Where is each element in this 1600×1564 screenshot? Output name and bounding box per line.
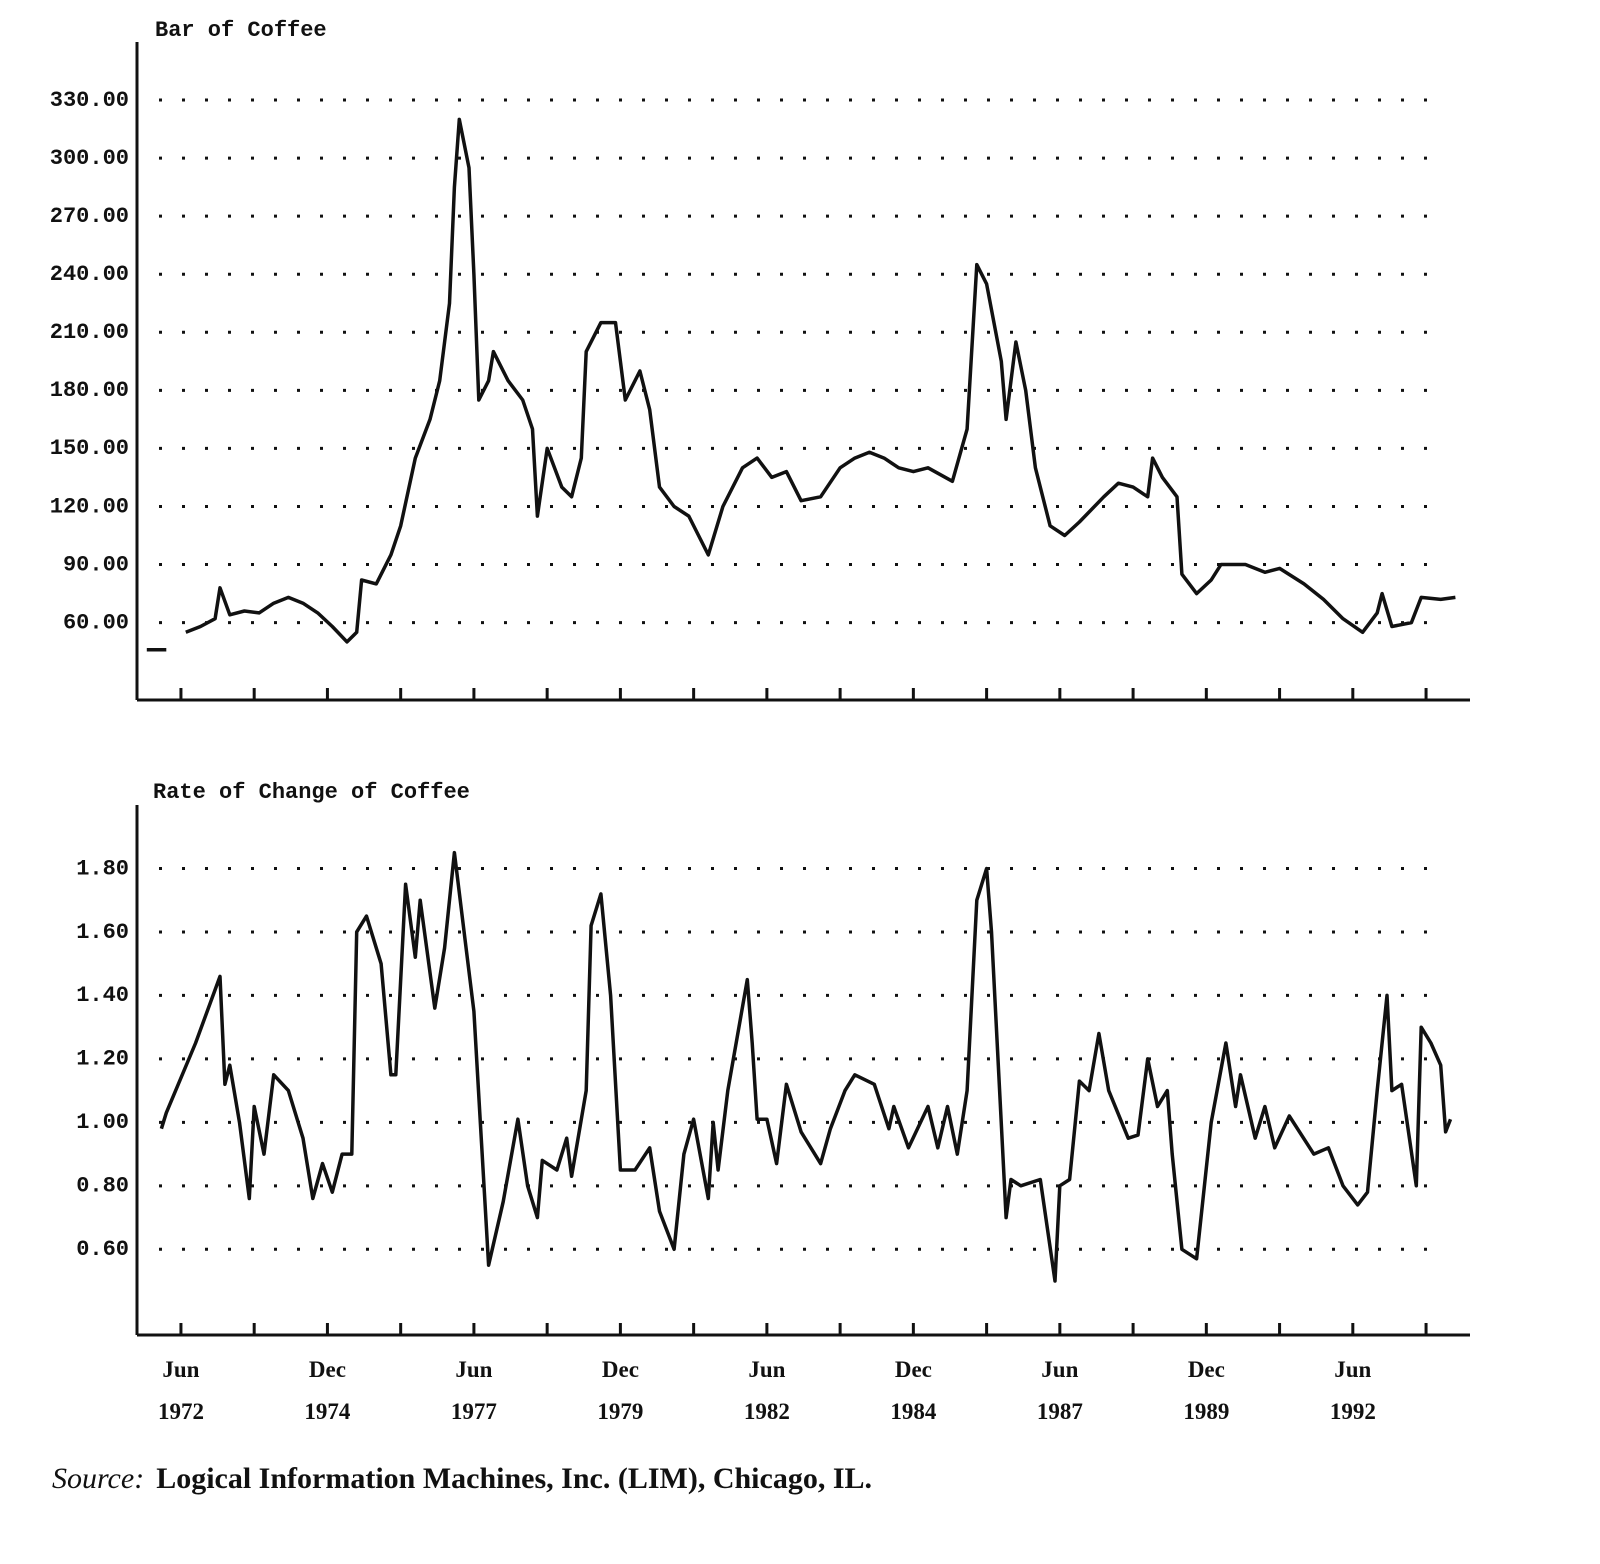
- x-tick-label: Jun 1992: [1329, 1357, 1376, 1424]
- y-tick-label: 1.00: [76, 1110, 129, 1135]
- source-text: Logical Information Machines, Inc. (LIM)…: [156, 1462, 873, 1495]
- chart-title: Rate of Change of Coffee: [153, 780, 470, 805]
- x-tick-label: Jun 1982: [743, 1357, 790, 1424]
- x-tick-label: Jun 1987: [1036, 1357, 1083, 1424]
- source-label: Source:: [52, 1462, 145, 1495]
- x-tick-label: Dec 1979: [597, 1357, 644, 1424]
- y-tick-label: 150.00: [50, 436, 129, 461]
- y-tick-label: 240.00: [50, 262, 129, 287]
- y-tick-label: 1.20: [76, 1047, 129, 1072]
- x-tick-label: Jun 1972: [157, 1357, 204, 1424]
- y-tick-label: 0.80: [76, 1174, 129, 1199]
- y-tick-label: 1.40: [76, 983, 129, 1008]
- y-tick-label: 1.80: [76, 856, 129, 881]
- y-tick-label: 180.00: [50, 378, 129, 403]
- x-tick-label: Dec 1989: [1183, 1357, 1230, 1424]
- data-line: [159, 850, 1453, 1283]
- chart-title: Bar of Coffee: [155, 18, 327, 43]
- y-tick-label: 60.00: [63, 610, 129, 635]
- y-tick-label: 330.00: [50, 88, 129, 113]
- y-tick-label: 90.00: [63, 552, 129, 577]
- x-tick-label: Jun 1977: [450, 1357, 497, 1424]
- data-line: [146, 117, 1456, 652]
- x-tick-label: Dec 1974: [304, 1357, 351, 1424]
- y-tick-label: 120.00: [50, 494, 129, 519]
- source: Source: Logical Information Machines, Inc…: [52, 1462, 872, 1496]
- y-tick-label: 0.60: [76, 1237, 129, 1262]
- y-tick-label: 270.00: [50, 204, 129, 229]
- y-tick-label: 300.00: [50, 146, 129, 171]
- x-tick-label: Dec 1984: [890, 1357, 937, 1424]
- y-tick-label: 210.00: [50, 320, 129, 345]
- y-tick-label: 1.60: [76, 920, 129, 945]
